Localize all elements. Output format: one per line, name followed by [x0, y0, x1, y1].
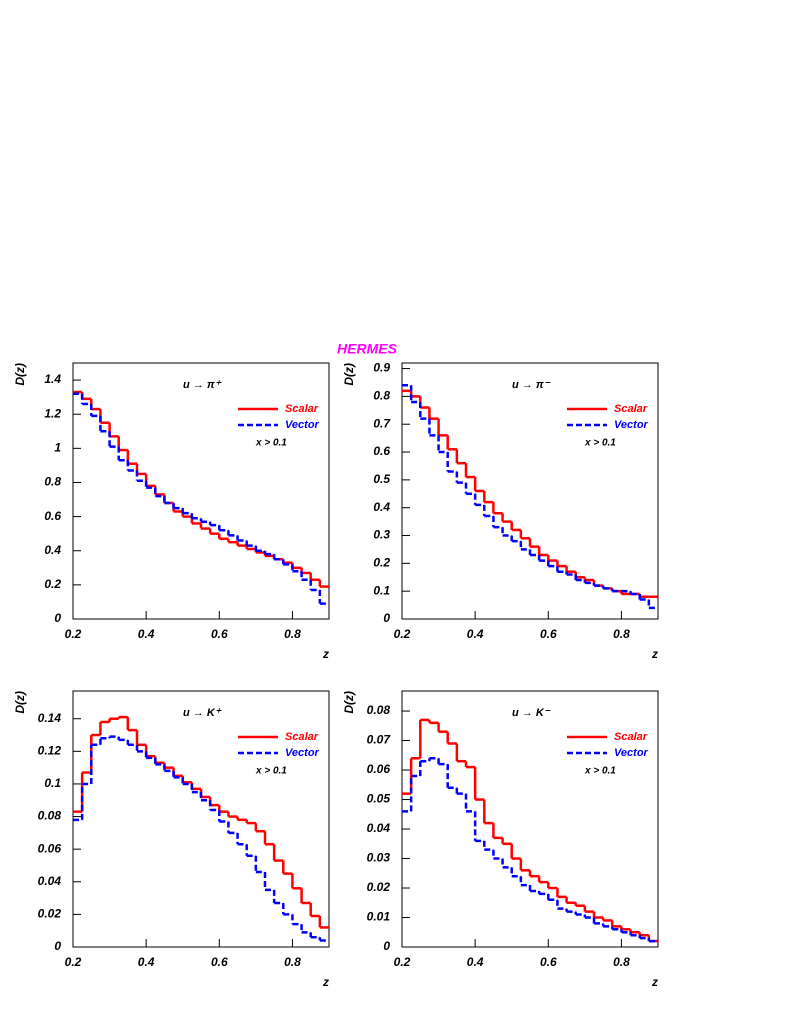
y-tick-label: 1.2	[44, 406, 61, 420]
y-tick-label: 0.08	[38, 809, 62, 823]
legend-label: Vector	[614, 747, 649, 759]
legend-label: Vector	[285, 419, 320, 431]
x-tick-label: 0.4	[138, 627, 155, 641]
y-tick-label: 0.04	[367, 821, 391, 835]
y-tick-label: 0.08	[367, 703, 391, 717]
y-tick-label: 0.14	[38, 711, 62, 725]
y-tick-label: 0.8	[373, 389, 390, 403]
plot-frame	[72, 690, 330, 948]
y-tick-label: 0.4	[373, 500, 390, 514]
y-tick-label: 0.5	[373, 472, 390, 486]
x-tick-label: 0.6	[211, 627, 228, 641]
x-tick-label: 0.8	[613, 627, 630, 641]
x-tick-label: 0.6	[540, 627, 557, 641]
y-tick-label: 0.3	[373, 528, 390, 542]
legend-label: Scalar	[614, 731, 648, 743]
x-tick-label: 0.2	[394, 955, 411, 969]
y-tick-label: 0	[54, 939, 61, 953]
figure-title: HERMES	[337, 341, 398, 357]
x-tick-label: 0.8	[613, 955, 630, 969]
x-tick-label: 0.8	[284, 955, 301, 969]
y-tick-label: 0.9	[373, 361, 390, 375]
y-tick-label: 0.06	[38, 841, 62, 855]
x-tick-label: 0.8	[284, 627, 301, 641]
y-tick-label: 0.05	[367, 792, 391, 806]
y-axis-label: D(z)	[342, 363, 356, 386]
x-tick-label: 0.4	[467, 955, 484, 969]
x-tick-label: 0.2	[394, 627, 411, 641]
legend-label: Scalar	[285, 731, 319, 743]
annotation: u → K⁻	[512, 707, 551, 719]
x-axis-label: z	[651, 975, 658, 989]
y-axis-label: D(z)	[342, 691, 356, 714]
y-tick-label: 0.07	[367, 733, 392, 747]
y-tick-label: 0.8	[44, 475, 61, 489]
y-tick-label: 0.7	[373, 416, 391, 430]
y-tick-label: 0.02	[367, 880, 391, 894]
y-tick-label: 0.12	[38, 744, 62, 758]
y-tick-label: 0	[383, 611, 390, 625]
x-tick-label: 0.6	[540, 955, 557, 969]
x-tick-label: 0.2	[65, 627, 82, 641]
y-tick-label: 0.4	[44, 543, 61, 557]
plot-frame	[401, 362, 659, 620]
cut-label: x > 0.1	[584, 438, 616, 449]
x-axis-label: z	[651, 647, 658, 661]
y-tick-label: 0.03	[367, 851, 391, 865]
x-tick-label: 0.6	[211, 955, 228, 969]
y-tick-label: 0.04	[38, 874, 62, 888]
y-tick-label: 1.4	[44, 372, 61, 386]
y-tick-label: 0.6	[373, 444, 390, 458]
x-axis-label: z	[322, 975, 329, 989]
y-axis-label: D(z)	[13, 691, 27, 714]
x-tick-label: 0.2	[65, 955, 82, 969]
legend-label: Vector	[614, 419, 649, 431]
y-tick-label: 0.02	[38, 907, 62, 921]
y-tick-label: 0.2	[44, 577, 61, 591]
plot-frame	[72, 362, 330, 620]
x-tick-label: 0.4	[138, 955, 155, 969]
y-tick-label: 0.06	[367, 762, 391, 776]
cut-label: x > 0.1	[255, 766, 287, 777]
annotation: u → π⁻	[512, 379, 551, 391]
x-tick-label: 0.4	[467, 627, 484, 641]
y-tick-label: 0	[383, 939, 390, 953]
y-tick-label: 0.01	[367, 910, 391, 924]
y-tick-label: 0.2	[373, 556, 390, 570]
y-tick-label: 0.1	[373, 583, 390, 597]
legend-label: Scalar	[614, 403, 648, 415]
y-axis-label: D(z)	[13, 363, 27, 386]
x-axis-label: z	[322, 647, 329, 661]
legend-label: Vector	[285, 747, 320, 759]
y-tick-label: 0.6	[44, 509, 61, 523]
legend-label: Scalar	[285, 403, 319, 415]
annotation: u → π⁺	[183, 379, 222, 391]
cut-label: x > 0.1	[255, 438, 287, 449]
y-tick-label: 0	[54, 611, 61, 625]
cut-label: x > 0.1	[584, 766, 616, 777]
annotation: u → K⁺	[183, 707, 222, 719]
plot-frame	[401, 690, 659, 948]
y-tick-label: 0.1	[44, 776, 61, 790]
y-tick-label: 1	[54, 441, 61, 455]
